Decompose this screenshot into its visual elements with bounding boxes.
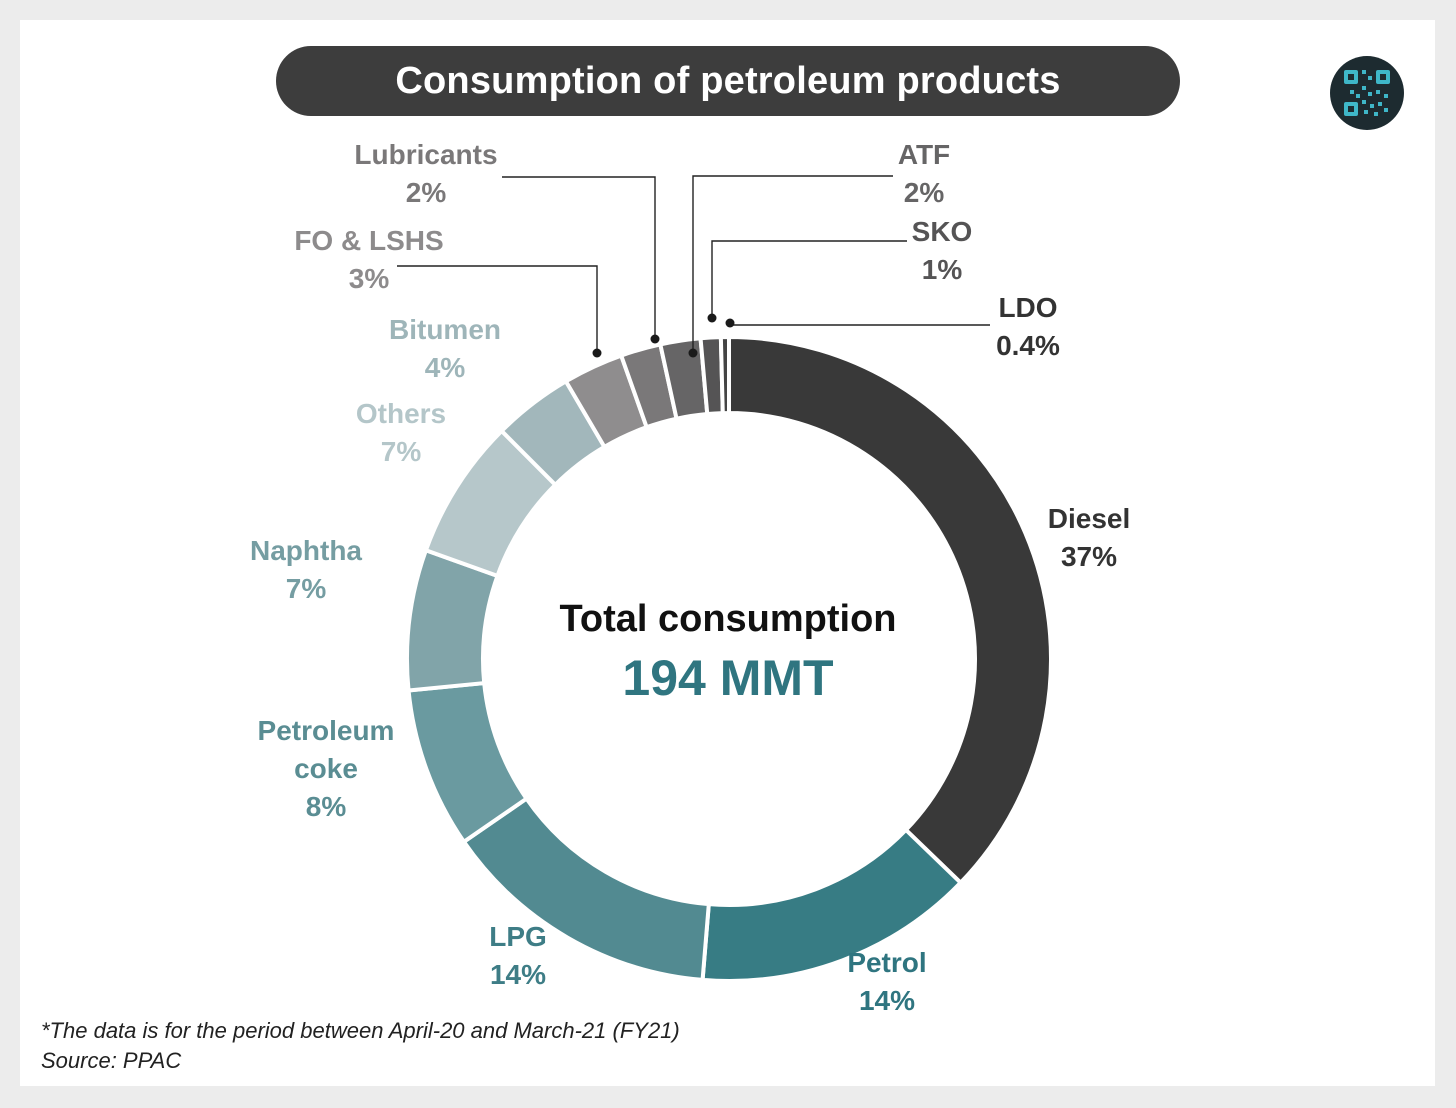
- label-lubricants: Lubricants 2%: [354, 139, 497, 208]
- label-value-bitumen: 4%: [425, 352, 466, 383]
- leader-dot-sko: [707, 313, 717, 323]
- label-name-ldo: LDO: [998, 292, 1057, 323]
- label-fo-and-lshs: FO & LSHS 3%: [294, 225, 443, 294]
- slice-labels: Diesel 37% Petrol 14% LPG 14% Petroleum coke 8% N…: [250, 139, 1130, 1016]
- label-value-diesel: 37%: [1061, 541, 1117, 572]
- label-lpg: LPG 14%: [489, 921, 547, 990]
- label-value-lubricants: 2%: [406, 177, 447, 208]
- label-name-others: Others: [356, 398, 446, 429]
- label-ldo: LDO 0.4%: [996, 292, 1060, 361]
- label-petrol: Petrol 14%: [847, 947, 926, 1016]
- label-name-atf: ATF: [898, 139, 950, 170]
- label-bitumen: Bitumen 4%: [389, 314, 501, 383]
- label-name-petroleum-coke: Petroleum: [258, 715, 395, 746]
- label-value-petrol: 14%: [859, 985, 915, 1016]
- label-name-diesel: Diesel: [1048, 503, 1131, 534]
- label-name-bitumen: Bitumen: [389, 314, 501, 345]
- qr-code-icon: [1330, 56, 1404, 130]
- label-value-petroleum-coke: 8%: [306, 791, 347, 822]
- label-value-naphtha: 7%: [286, 573, 327, 604]
- label-name-lubricants: Lubricants: [354, 139, 497, 170]
- leader-dot-ldo: [725, 318, 735, 328]
- label-value-fo-and-lshs: 3%: [349, 263, 390, 294]
- center-label: Total consumption: [559, 598, 896, 640]
- label-petroleum-coke: Petroleum coke 8%: [258, 715, 395, 822]
- label-value-atf: 2%: [904, 177, 945, 208]
- footnote: *The data is for the period between Apri…: [41, 1016, 680, 1076]
- leader-dot-lubricants: [650, 334, 660, 344]
- slice-lpg: [461, 795, 711, 983]
- label-diesel: Diesel 37%: [1048, 503, 1131, 572]
- label-name-naphtha: Naphtha: [250, 535, 362, 566]
- leader-line-ldo: [729, 323, 990, 326]
- label-name-sko: SKO: [912, 216, 973, 247]
- label-naphtha: Naphtha 7%: [250, 535, 362, 604]
- label-value-sko: 1%: [922, 254, 963, 285]
- title-banner: Consumption of petroleum products: [276, 46, 1180, 116]
- leader-dot-atf: [688, 348, 698, 358]
- label-sko: SKO 1%: [912, 216, 973, 285]
- label-name-fo-and-lshs: FO & LSHS: [294, 225, 443, 256]
- leader-dot-fo-and-lshs: [592, 348, 602, 358]
- footnote-period: *The data is for the period between Apri…: [41, 1018, 680, 1043]
- leader-line-atf: [692, 175, 893, 353]
- label-name-petrol: Petrol: [847, 947, 926, 978]
- center-value: 194 MMT: [622, 650, 833, 706]
- label-name-petroleum-coke: coke: [294, 753, 358, 784]
- leader-line-lubricants: [502, 176, 656, 339]
- label-name-lpg: LPG: [489, 921, 547, 952]
- leader-line-sko: [711, 240, 907, 318]
- slice-diesel: [727, 334, 1053, 886]
- label-atf: ATF 2%: [898, 139, 950, 208]
- label-value-lpg: 14%: [490, 959, 546, 990]
- leader-lines: [397, 175, 990, 358]
- donut-slices: [405, 334, 1053, 983]
- leader-line-fo-and-lshs: [397, 265, 598, 353]
- label-value-ldo: 0.4%: [996, 330, 1060, 361]
- slice-ldo: [718, 334, 731, 416]
- label-value-others: 7%: [381, 436, 422, 467]
- label-others: Others 7%: [356, 398, 446, 467]
- chart-title: Consumption of petroleum products: [395, 59, 1061, 102]
- footnote-source: Source: PPAC: [41, 1048, 182, 1073]
